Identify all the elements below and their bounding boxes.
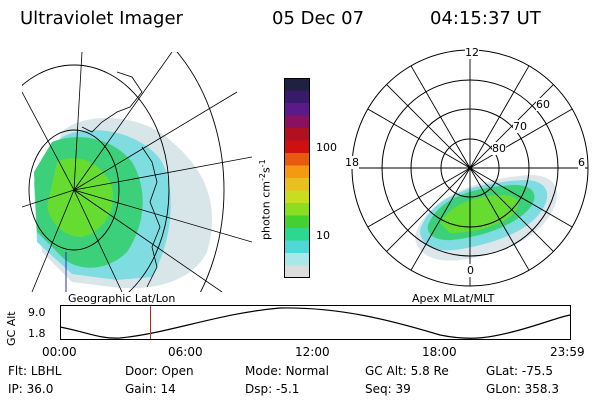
colorbar-swatch bbox=[284, 215, 310, 229]
left-panel-caption: Geographic Lat/Lon bbox=[68, 292, 176, 305]
latitude-circle bbox=[22, 64, 170, 292]
alt-ytick-high: 9.0 bbox=[28, 306, 46, 319]
lat-label-60: 60 bbox=[536, 98, 550, 111]
info-gc-alt: GC Alt: 5.8 Re bbox=[365, 364, 449, 378]
colorbar-swatch bbox=[284, 190, 310, 204]
aurora-core bbox=[47, 158, 113, 237]
colorbar-swatch bbox=[284, 90, 310, 104]
coastline bbox=[141, 146, 161, 288]
colorbar-unit-label: photon cm-2s-1 bbox=[258, 159, 273, 240]
alt-xtick-4: 23:59 bbox=[550, 345, 585, 359]
colorbar-swatch bbox=[284, 128, 310, 141]
colorbar-swatch bbox=[284, 253, 310, 266]
info-glon: GLon: 358.3 bbox=[486, 382, 559, 396]
meridian-lines bbox=[22, 52, 252, 292]
colorbar-swatch bbox=[284, 115, 310, 129]
info-dsp: Dsp: -5.1 bbox=[245, 382, 300, 396]
unit-exp-2: -1 bbox=[258, 159, 267, 168]
alt-xtick-3: 18:00 bbox=[422, 345, 457, 359]
latitude-circle bbox=[28, 129, 120, 251]
date-label: 05 Dec 07 bbox=[272, 8, 365, 29]
altitude-curve bbox=[60, 307, 571, 339]
alt-xtick-1: 06:00 bbox=[168, 345, 203, 359]
info-door: Door: Open bbox=[125, 364, 194, 378]
colorbar-swatch bbox=[284, 140, 310, 154]
aurora-core bbox=[440, 195, 519, 233]
coastline bbox=[81, 71, 143, 133]
lat-label-80: 80 bbox=[492, 142, 506, 155]
unit-exp-1: -2 bbox=[258, 173, 267, 182]
geographic-map bbox=[22, 52, 252, 292]
latitude-circle bbox=[176, 52, 225, 292]
colorbar-swatch bbox=[284, 178, 310, 191]
colorbar-tick-10: 10 bbox=[316, 229, 330, 242]
info-flt: Flt: LBHL bbox=[8, 364, 62, 378]
colorbar-swatch bbox=[284, 153, 310, 166]
mlt-label-0: 0 bbox=[467, 264, 474, 277]
mlt-label-6: 6 bbox=[578, 156, 585, 169]
mlt-label-12: 12 bbox=[465, 46, 479, 59]
colorbar-tick-100: 100 bbox=[316, 141, 337, 154]
alt-ylabel: GC Alt bbox=[5, 311, 18, 346]
colorbar-swatch bbox=[284, 240, 310, 254]
colorbar-swatch bbox=[284, 78, 310, 91]
unit-text: photon cm bbox=[259, 181, 273, 240]
unit-s: s bbox=[259, 167, 273, 174]
info-ip: IP: 36.0 bbox=[8, 382, 54, 396]
altitude-plot bbox=[60, 305, 571, 340]
colorbar-swatch bbox=[284, 265, 310, 278]
lat-label-70: 70 bbox=[513, 120, 527, 133]
color-bar bbox=[284, 78, 310, 278]
info-mode: Mode: Normal bbox=[245, 364, 329, 378]
alt-xtick-0: 00:00 bbox=[42, 345, 77, 359]
info-seq: Seq: 39 bbox=[365, 382, 411, 396]
alt-xtick-2: 12:00 bbox=[295, 345, 330, 359]
colorbar-swatch bbox=[284, 103, 310, 116]
time-label: 04:15:37 UT bbox=[430, 8, 541, 29]
colorbar-swatch bbox=[284, 203, 310, 216]
instrument-title: Ultraviolet Imager bbox=[20, 8, 183, 29]
info-gain: Gain: 14 bbox=[125, 382, 176, 396]
polar-plot bbox=[351, 49, 589, 287]
colorbar-swatch bbox=[284, 228, 310, 241]
right-panel-caption: Apex MLat/MLT bbox=[412, 292, 495, 305]
mlt-label-18: 18 bbox=[345, 156, 359, 169]
alt-ytick-low: 1.8 bbox=[28, 327, 46, 340]
info-glat: GLat: -75.5 bbox=[486, 364, 553, 378]
mlt-spokes bbox=[352, 50, 588, 286]
colorbar-swatch bbox=[284, 165, 310, 179]
